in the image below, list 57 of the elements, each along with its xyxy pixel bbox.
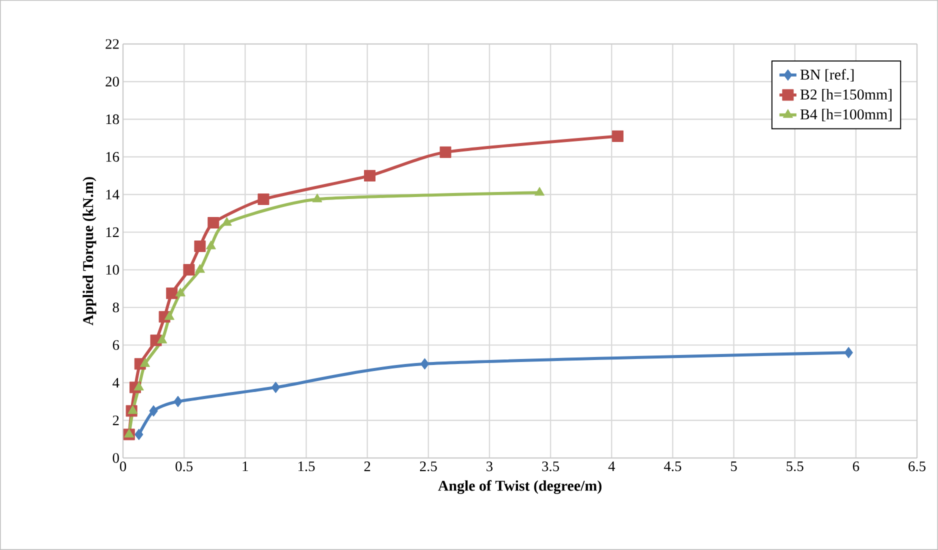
x-tick-label: 5: [731, 461, 737, 472]
point: [364, 170, 376, 182]
point: [174, 396, 182, 408]
point: [164, 311, 174, 320]
x-tick-label: 3.5: [542, 462, 560, 472]
point: [194, 264, 205, 273]
point: [149, 405, 158, 417]
point: [312, 193, 322, 202]
point: [440, 146, 452, 158]
point: [124, 428, 134, 438]
y-tick-label: 16: [106, 152, 120, 162]
x-axis-title: Angle of Twist (degree/m): [438, 480, 602, 494]
x-tick-label: 6.5: [908, 462, 926, 472]
x-tick-label: 3: [486, 462, 493, 472]
y-tick-label: 8: [112, 302, 119, 312]
point: [166, 288, 178, 300]
point: [157, 334, 168, 344]
x-tick-label: 2.5: [420, 462, 437, 472]
y-tick-label: 10: [106, 264, 119, 275]
point: [208, 217, 220, 229]
y-tick-label: 4: [112, 378, 120, 388]
y-tick-label: 20: [106, 76, 119, 86]
point: [175, 288, 186, 296]
point: [222, 217, 232, 226]
x-tick-label: 5.5: [786, 461, 804, 472]
point: [258, 193, 270, 205]
point: [134, 428, 144, 440]
y-tick-label: 0: [112, 453, 119, 463]
x-tick-label: 4: [608, 461, 616, 472]
point: [183, 264, 195, 276]
point: [612, 130, 624, 142]
point: [844, 346, 853, 358]
y-tick-label: 18: [106, 114, 119, 124]
point: [140, 358, 150, 367]
y-tick-label: 6: [112, 340, 120, 350]
y-tick-label: 12: [106, 227, 119, 237]
x-tick-label: 1.5: [298, 461, 315, 472]
legend-label: BN [ref.]: [800, 69, 854, 82]
y-tick-label: 22: [106, 39, 119, 49]
point: [271, 382, 280, 394]
x-tick-label: 0.5: [176, 462, 193, 472]
point: [194, 240, 206, 252]
point: [534, 186, 545, 196]
legend-label: B2 [h=150mm]: [800, 89, 892, 102]
x-tick-label: 2: [364, 462, 370, 472]
y-tick-label: 2: [112, 416, 119, 426]
point: [134, 382, 144, 390]
x-tick-label: 1: [242, 461, 248, 472]
y-tick-label: 14: [106, 190, 120, 200]
point: [206, 240, 216, 250]
point: [420, 358, 430, 370]
x-tick-label: 6: [852, 462, 860, 472]
legend-label: B4 [h=100mm]: [800, 108, 892, 122]
x-tick-label: 4.5: [664, 461, 682, 472]
x-tick-label: 0: [120, 462, 126, 472]
y-axis-title: Applied Torque (kN.m): [82, 177, 96, 326]
point: [128, 405, 138, 414]
